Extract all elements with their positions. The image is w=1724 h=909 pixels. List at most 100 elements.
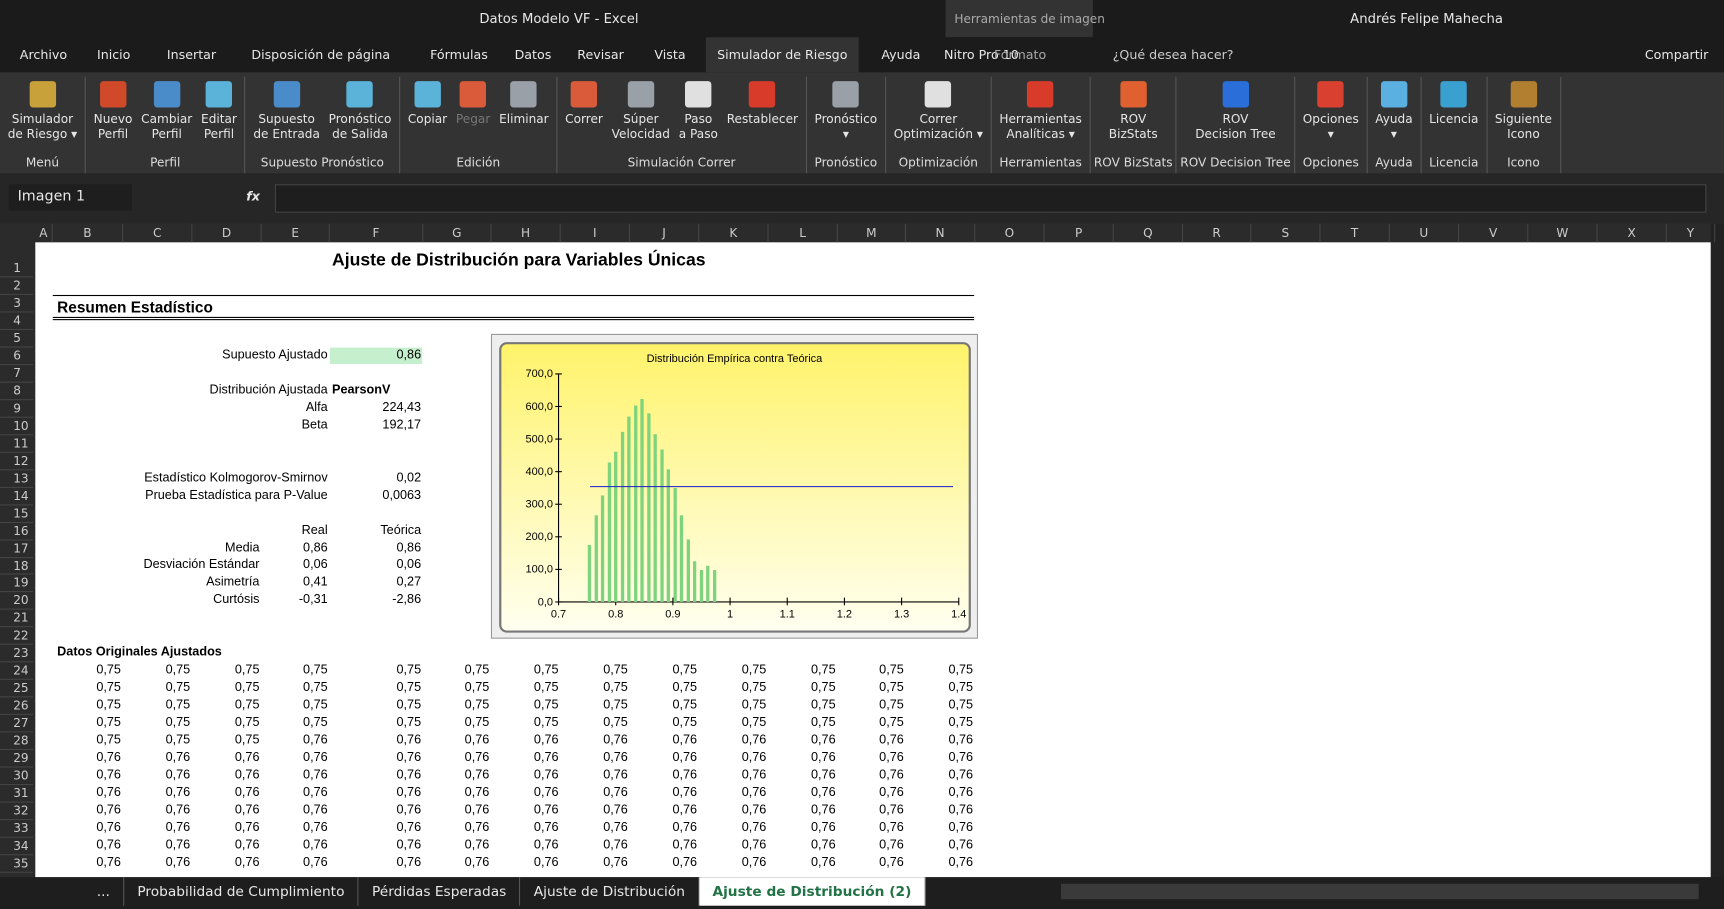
column-header: S bbox=[1251, 223, 1321, 243]
ribbon-button[interactable]: Opciones ▾ bbox=[1303, 77, 1359, 156]
column-header: N bbox=[906, 223, 976, 243]
h-scrollbar[interactable] bbox=[1061, 883, 1699, 900]
ribbon-tab[interactable]: Vista bbox=[654, 47, 686, 63]
cell-text: 0,75 bbox=[533, 716, 559, 730]
ribbon-button[interactable]: Supuesto de Entrada bbox=[253, 77, 320, 156]
ribbon-button[interactable]: Copiar bbox=[408, 77, 447, 156]
ribbon-tab[interactable]: Insertar bbox=[166, 47, 217, 63]
ribbon-tab[interactable]: Revisar bbox=[577, 47, 624, 63]
ribbon-button[interactable]: Correr bbox=[565, 77, 603, 156]
data-title: Datos Originales Ajustados bbox=[57, 646, 222, 660]
ribbon-button[interactable]: Cambiar Perfil bbox=[141, 77, 192, 156]
tab-bar bbox=[0, 37, 1724, 73]
cell-text: 0,76 bbox=[396, 768, 422, 782]
formula-input[interactable] bbox=[274, 184, 1707, 213]
cell-text: 0,76 bbox=[234, 786, 260, 800]
row-header: 33 bbox=[0, 820, 33, 838]
cell-text: 0,75 bbox=[464, 716, 490, 730]
cell-text: 0,75 bbox=[948, 681, 974, 695]
button-label: Paso a Paso bbox=[678, 111, 718, 142]
cell-text: Beta bbox=[301, 418, 328, 432]
button-icon bbox=[749, 81, 776, 108]
ribbon-tab[interactable]: Datos bbox=[514, 47, 552, 63]
cell-text: 0,75 bbox=[303, 663, 328, 677]
ribbon-tab[interactable]: Nitro Pro 10 bbox=[944, 47, 1019, 63]
ribbon-button[interactable]: Paso a Paso bbox=[679, 77, 718, 156]
column-header: P bbox=[1045, 223, 1114, 243]
ribbon-button[interactable]: Súper Velocidad bbox=[612, 77, 670, 156]
cell-text: 0,76 bbox=[303, 856, 328, 870]
ribbon-group-buttons: Simulador de Riesgo ▾ bbox=[3, 77, 81, 156]
ribbon-button[interactable]: Pronóstico ▾ bbox=[815, 77, 877, 156]
ribbon-button[interactable]: ROV BizStats bbox=[1109, 77, 1158, 156]
ribbon-button[interactable]: Restablecer bbox=[727, 77, 798, 156]
column-header: F bbox=[330, 223, 424, 243]
button-label: Cambiar Perfil bbox=[141, 111, 193, 142]
user-name: Andrés Felipe Mahecha bbox=[1350, 10, 1503, 27]
cell-text: 0,76 bbox=[948, 856, 974, 870]
cell-text: 0,86 bbox=[303, 541, 328, 555]
cell-text: 0,75 bbox=[879, 716, 904, 730]
cell-text: 0,75 bbox=[603, 681, 628, 695]
cell-text: 0,76 bbox=[533, 751, 559, 765]
row-header: 8 bbox=[0, 382, 33, 400]
ribbon-tab[interactable]: Formato bbox=[993, 47, 1047, 63]
cell-text: 0,75 bbox=[396, 698, 422, 712]
button-icon bbox=[510, 81, 538, 108]
row-header: 21 bbox=[0, 610, 33, 628]
cell-text: 0,76 bbox=[879, 856, 904, 870]
title-bar bbox=[0, 0, 1724, 38]
search-box[interactable]: ¿Qué desea hacer? bbox=[1112, 47, 1234, 63]
ribbon-button[interactable]: Pegar bbox=[456, 77, 490, 156]
row-header: 9 bbox=[0, 400, 33, 418]
row-header: 27 bbox=[0, 715, 33, 733]
sheet-tab[interactable]: Pérdidas Esperadas bbox=[359, 877, 521, 906]
button-icon bbox=[205, 81, 233, 108]
cell-text: 0,76 bbox=[396, 803, 422, 817]
row-header: 23 bbox=[0, 645, 33, 663]
ribbon-button[interactable]: Ayuda ▾ bbox=[1375, 77, 1413, 156]
ribbon-button[interactable]: Licencia bbox=[1429, 77, 1478, 156]
column-header: B bbox=[53, 223, 124, 243]
cell-text: 0,76 bbox=[879, 768, 904, 782]
sheet-tab[interactable]: Ajuste de Distribución bbox=[521, 877, 700, 906]
column-header: G bbox=[423, 223, 492, 243]
share-button[interactable]: Compartir bbox=[1644, 47, 1709, 63]
chart[interactable]: Distribución Empírica contra Teórica 0,0 1… bbox=[490, 333, 979, 640]
cell-text: 0,76 bbox=[165, 838, 191, 852]
cell-text: Media bbox=[225, 541, 260, 555]
ribbon-tab[interactable]: Disposición de página bbox=[251, 47, 391, 63]
ribbon-tab[interactable]: Simulador de Riesgo bbox=[706, 37, 859, 73]
cell-text: 0,76 bbox=[948, 786, 974, 800]
ribbon-button[interactable]: Editar Perfil bbox=[201, 77, 237, 156]
ribbon-button[interactable]: Correr Optimización ▾ bbox=[894, 77, 983, 156]
column-header: X bbox=[1598, 223, 1667, 243]
name-box[interactable]: Imagen 1 bbox=[8, 184, 132, 211]
ribbon-button[interactable]: ROV Decision Tree bbox=[1195, 77, 1276, 156]
cell-text: 0,76 bbox=[396, 856, 422, 870]
ribbon-button[interactable]: Pronóstico de Salida bbox=[329, 77, 391, 156]
y-tick-label: 700,0 bbox=[526, 368, 553, 380]
sheet-tab[interactable]: ... bbox=[84, 877, 125, 906]
column-header: L bbox=[769, 223, 838, 243]
v-scrollbar[interactable] bbox=[1710, 223, 1724, 878]
cell-text: 0,76 bbox=[879, 821, 904, 835]
ribbon-button[interactable]: Eliminar bbox=[499, 77, 549, 156]
sheet-tab[interactable]: Ajuste de Distribución (2) bbox=[699, 877, 926, 906]
ribbon-button[interactable]: Siguiente Icono bbox=[1495, 77, 1552, 156]
ribbon-button[interactable]: Simulador de Riesgo ▾ bbox=[8, 77, 77, 156]
ribbon-button[interactable]: Nuevo Perfil bbox=[94, 77, 132, 156]
ribbon-tab[interactable]: Archivo bbox=[19, 47, 68, 63]
ribbon-group-buttons: Nuevo Perfil Cambiar Perfil Editar Perfil bbox=[89, 77, 241, 156]
cell-text: 0,75 bbox=[96, 733, 121, 747]
sheet-tab[interactable]: Probabilidad de Cumplimiento bbox=[124, 877, 359, 906]
ribbon-tab[interactable]: Inicio bbox=[96, 47, 131, 63]
ribbon-tab[interactable]: Fórmulas bbox=[430, 47, 488, 63]
cell-text: Distribución Ajustada bbox=[209, 383, 328, 397]
cell-text: 0,76 bbox=[303, 786, 328, 800]
cell-text: 0,76 bbox=[464, 821, 490, 835]
ribbon-tab[interactable]: Ayuda bbox=[881, 47, 921, 63]
button-icon bbox=[925, 81, 952, 108]
fx-button[interactable]: fx bbox=[246, 188, 260, 204]
ribbon-button[interactable]: Herramientas Analíticas ▾ bbox=[999, 77, 1082, 156]
